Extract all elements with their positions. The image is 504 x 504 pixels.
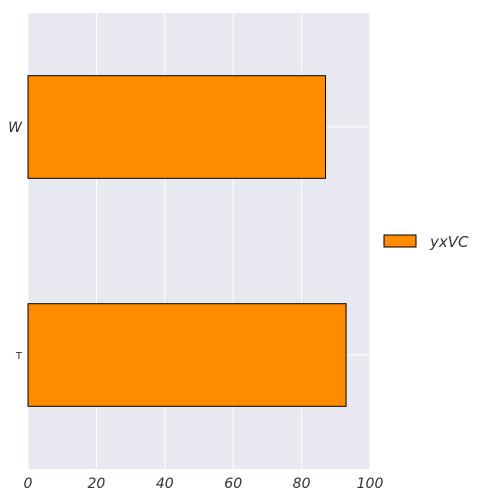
x-tick-label: 80: [293, 476, 311, 492]
x-tick-label: 100: [357, 476, 384, 492]
x-tick-label: 0: [24, 476, 33, 492]
bar-w: [28, 76, 326, 179]
y-axis-categories: WT: [8, 120, 23, 362]
x-tick-label: 40: [156, 476, 174, 492]
x-tick-label: 60: [224, 476, 242, 492]
legend-swatch-yxvc: [384, 235, 416, 247]
legend: yxVC: [384, 233, 469, 251]
x-axis-ticks: 0 20 40 60 80 100: [24, 476, 384, 492]
y-category-label-w: W: [8, 120, 23, 136]
y-category-label-t: T: [15, 351, 23, 362]
legend-label-yxvc: yxVC: [429, 233, 469, 251]
bar-t: [28, 304, 346, 407]
x-tick-label: 20: [87, 476, 105, 492]
